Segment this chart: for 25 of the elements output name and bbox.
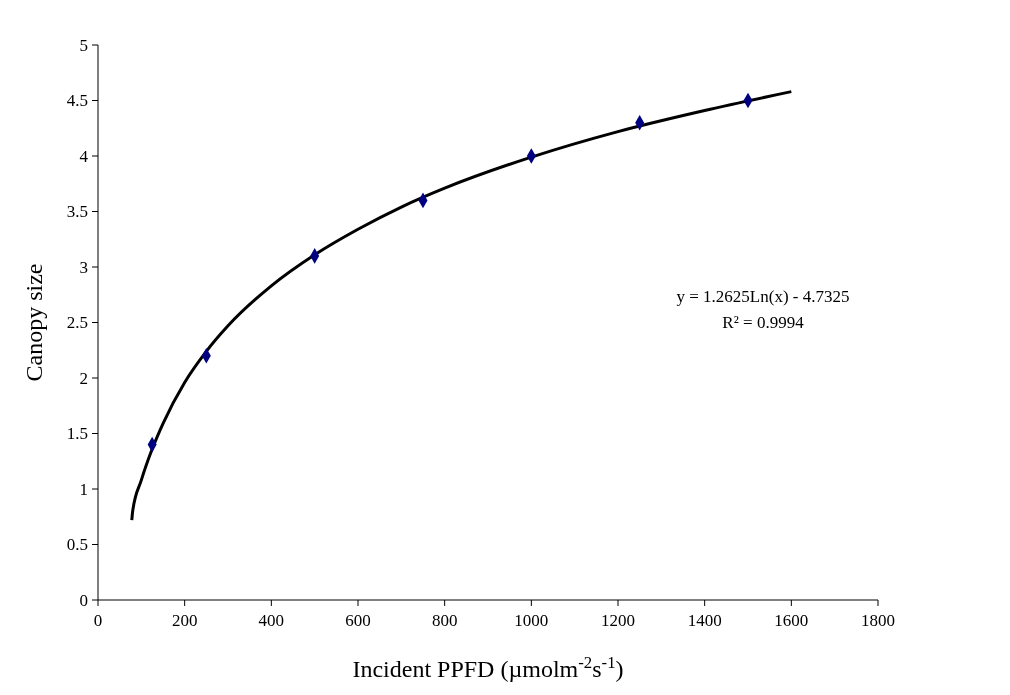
y-tick-label: 3 bbox=[79, 257, 88, 277]
x-tick-label: 600 bbox=[345, 611, 371, 630]
y-tick-label: 3.5 bbox=[66, 202, 88, 222]
y-tick-label: 0.5 bbox=[66, 535, 88, 555]
x-tick-label: 0 bbox=[93, 611, 103, 630]
y-tick-label: 0 bbox=[79, 590, 88, 610]
x-tick-label: 1000 bbox=[514, 611, 549, 630]
x-tick-label: 400 bbox=[258, 611, 285, 630]
y-tick-label: 2.5 bbox=[66, 313, 88, 333]
y-tick-label: 5 bbox=[79, 35, 88, 55]
x-tick-label: 1200 bbox=[601, 611, 635, 630]
y-tick-label: 2 bbox=[79, 368, 88, 388]
x-tick-label: 1400 bbox=[687, 611, 722, 630]
x-tick-label: 800 bbox=[431, 611, 458, 630]
y-tick-label: 1 bbox=[79, 479, 88, 499]
x-tick-label: 1600 bbox=[774, 611, 809, 630]
x-axis-title: Incident PPFD (µmolm$^{-2}$s$^{-1}$) bbox=[352, 652, 624, 682]
annotation: y = 1.2625Ln(x) - 4.7325 bbox=[676, 287, 850, 306]
annotation: R² = 0.9994 bbox=[722, 313, 805, 332]
y-tick-label: 4.5 bbox=[66, 91, 88, 111]
y-tick-label: 4 bbox=[79, 146, 89, 166]
y-tick-label: 1.5 bbox=[66, 424, 88, 444]
x-tick-label: 1800 bbox=[861, 611, 895, 630]
x-tick-label: 200 bbox=[171, 611, 198, 630]
y-axis-title: Canopy size bbox=[21, 263, 47, 382]
